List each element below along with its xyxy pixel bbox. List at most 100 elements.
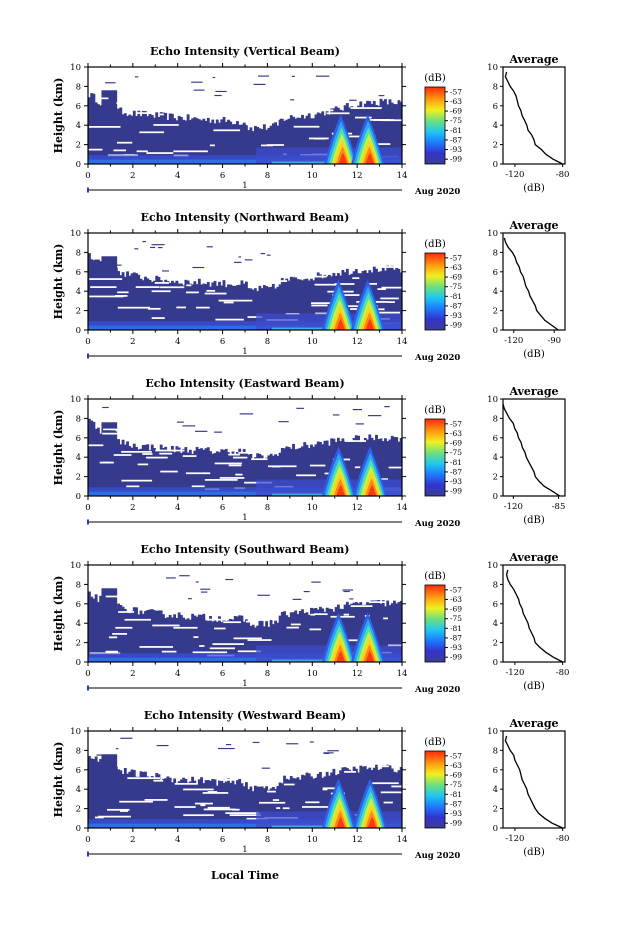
data-gap bbox=[152, 624, 180, 627]
echo-column bbox=[204, 448, 208, 496]
echo-column bbox=[242, 621, 246, 662]
average-x-label: (dB) bbox=[523, 847, 545, 858]
data-gap bbox=[228, 453, 240, 456]
low-echo-layer bbox=[88, 823, 402, 828]
echo-column bbox=[274, 620, 277, 662]
echo-column bbox=[132, 607, 136, 662]
data-gap bbox=[173, 626, 198, 629]
data-gap bbox=[251, 458, 268, 461]
data-gap bbox=[344, 770, 356, 773]
echo-fragment bbox=[342, 589, 354, 591]
echo-column bbox=[175, 782, 179, 828]
echo-column bbox=[271, 123, 275, 164]
low-echo-layer bbox=[88, 159, 402, 164]
data-gap bbox=[347, 598, 382, 600]
colorbar-tick-label: -87 bbox=[450, 467, 462, 476]
colorbar-tick-label: -87 bbox=[450, 633, 462, 642]
data-gap bbox=[305, 270, 338, 273]
echo-column bbox=[236, 285, 239, 330]
echo-column bbox=[381, 765, 385, 828]
data-gap bbox=[207, 806, 230, 809]
echo-column bbox=[375, 104, 378, 164]
echo-column bbox=[294, 118, 298, 164]
echo-column bbox=[323, 115, 327, 164]
strong-echo-band bbox=[367, 484, 377, 496]
y-tick-label: 10 bbox=[70, 63, 81, 73]
echo-fragment bbox=[327, 750, 339, 752]
echo-column bbox=[350, 603, 354, 662]
echo-column bbox=[249, 453, 253, 496]
echo-column bbox=[94, 102, 98, 164]
average-x-tick-label: -120 bbox=[505, 170, 524, 180]
heatmap bbox=[88, 240, 402, 330]
echo-column bbox=[296, 117, 300, 164]
echo-column bbox=[123, 608, 127, 662]
colorbar-tick-label: -63 bbox=[450, 429, 462, 438]
echo-fragment bbox=[261, 767, 270, 769]
echo-column bbox=[224, 287, 228, 330]
data-gap bbox=[303, 768, 332, 771]
echo-column bbox=[202, 118, 206, 164]
x-tick-label: 12 bbox=[352, 171, 363, 181]
data-gap bbox=[214, 462, 242, 465]
echo-column bbox=[395, 772, 399, 828]
data-gap bbox=[266, 144, 284, 146]
average-x-tick-label: -80 bbox=[556, 170, 570, 180]
echo-column bbox=[377, 439, 381, 496]
echo-column bbox=[94, 428, 98, 496]
y-tick-label: 6 bbox=[76, 268, 81, 278]
echo-column bbox=[265, 786, 269, 828]
date-label: Aug 2020 bbox=[414, 851, 460, 861]
echo-column bbox=[220, 780, 224, 828]
average-profile-line bbox=[504, 71, 563, 165]
echo-column bbox=[233, 285, 237, 330]
echo-column bbox=[200, 448, 203, 496]
x-tick-label: 8 bbox=[265, 669, 270, 679]
echo-column bbox=[96, 761, 100, 828]
echo-column bbox=[117, 271, 120, 330]
echo-column bbox=[197, 119, 201, 164]
echo-column bbox=[135, 116, 138, 164]
echo-column bbox=[283, 120, 286, 164]
average-y-tick-label: 2 bbox=[493, 141, 498, 151]
echo-column bbox=[345, 601, 349, 662]
y-tick-label: 6 bbox=[76, 434, 81, 444]
x-tick-label: 14 bbox=[397, 171, 408, 181]
echo-column bbox=[379, 438, 383, 496]
echo-column bbox=[119, 107, 123, 164]
data-gap bbox=[223, 301, 234, 304]
average-x-tick-label: -80 bbox=[556, 834, 570, 844]
echo-column bbox=[126, 441, 129, 496]
echo-column bbox=[395, 603, 399, 662]
average-profile-line bbox=[503, 237, 559, 331]
data-gap bbox=[245, 620, 251, 623]
data-gap bbox=[362, 264, 386, 267]
echo-column bbox=[287, 446, 291, 496]
date-label: Aug 2020 bbox=[414, 685, 460, 695]
strong-echo-band bbox=[336, 484, 346, 496]
data-gap bbox=[117, 306, 151, 309]
echo-column bbox=[211, 621, 215, 662]
data-gap bbox=[388, 466, 402, 469]
colorbar bbox=[424, 252, 446, 331]
data-gap bbox=[191, 485, 205, 488]
echo-column bbox=[323, 611, 327, 662]
echo-column bbox=[155, 610, 159, 662]
echo-column bbox=[150, 444, 154, 496]
data-gap bbox=[214, 117, 223, 120]
echo-column bbox=[218, 616, 221, 662]
echo-column bbox=[296, 448, 300, 496]
x-tick-label: 6 bbox=[220, 337, 225, 347]
echo-column bbox=[262, 458, 266, 496]
echo-column bbox=[260, 288, 264, 330]
echo-column bbox=[357, 105, 360, 164]
data-gap bbox=[167, 111, 174, 114]
y-axis-label: Height (km) bbox=[52, 244, 65, 320]
average-x-label: (dB) bbox=[523, 349, 545, 360]
data-gap bbox=[276, 807, 281, 809]
echo-column bbox=[175, 120, 179, 164]
data-gap bbox=[112, 633, 128, 635]
echo-column bbox=[348, 441, 352, 496]
